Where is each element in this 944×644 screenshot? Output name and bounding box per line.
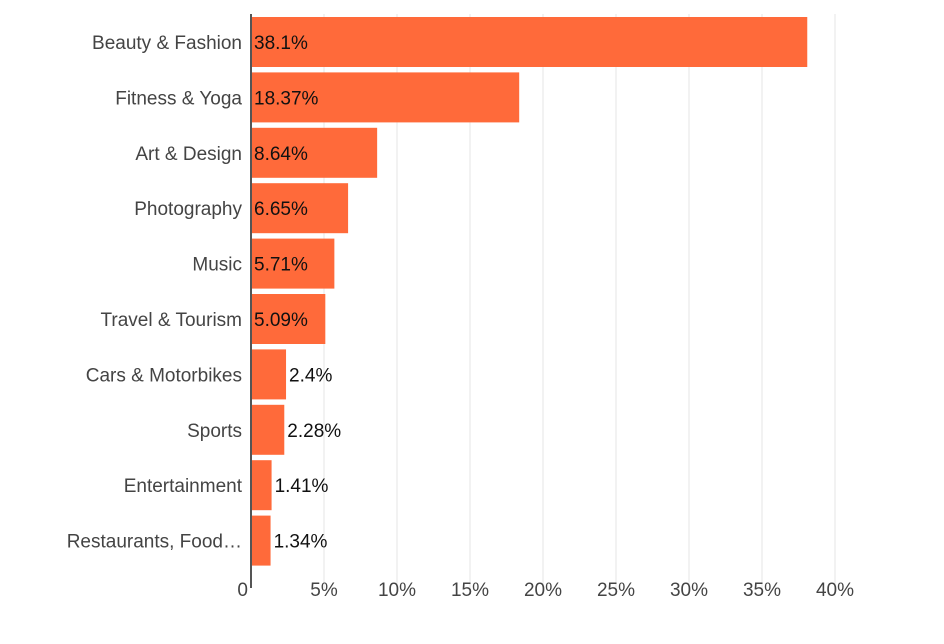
x-tick-label: 20% (524, 580, 562, 601)
category-label: Music (192, 255, 242, 276)
data-label: 8.64% (254, 144, 308, 165)
x-tick-label: 10% (378, 580, 416, 601)
data-label: 38.1% (254, 33, 308, 54)
category-label: Photography (134, 199, 242, 220)
data-label: 2.4% (289, 365, 332, 386)
x-tick-label: 35% (743, 580, 781, 601)
data-label: 5.09% (254, 310, 308, 331)
bar (251, 238, 335, 289)
x-tick-label: 25% (597, 580, 635, 601)
data-label: 18.37% (254, 88, 319, 109)
category-label: Entertainment (124, 476, 243, 497)
category-label: Travel & Tourism (101, 310, 242, 331)
bars (251, 17, 808, 566)
category-label: Beauty & Fashion (92, 33, 242, 54)
x-tick-label: 30% (670, 580, 708, 601)
category-label: Sports (187, 421, 242, 442)
bar (251, 72, 520, 123)
bar (251, 294, 326, 344)
data-label: 2.28% (287, 421, 341, 442)
x-tick-label: 40% (816, 580, 854, 601)
x-tick-label: 5% (310, 580, 338, 601)
data-label: 1.41% (275, 476, 329, 497)
data-label: 5.71% (254, 255, 308, 276)
bar (251, 460, 272, 511)
category-label: Art & Design (135, 144, 242, 165)
data-label: 1.34% (274, 532, 328, 553)
category-label: Restaurants, Food… (67, 532, 242, 553)
data-labels: 38.1% 18.37% 8.64% 6.65% 5.71% 5.09% 2.4% 2.28%… (254, 33, 341, 553)
bar (251, 17, 808, 67)
category-label: Cars & Motorbikes (86, 365, 242, 386)
bar (251, 515, 271, 566)
bar (251, 127, 378, 178)
bar (251, 404, 285, 455)
category-label: Fitness & Yoga (115, 88, 242, 109)
category-labels: Beauty & Fashion Fitness & Yoga Art & Desi… (67, 33, 243, 553)
bar (251, 349, 287, 400)
x-tick-labels: 0 5% 10% 15% 20% 25% 30% 35% 40% (237, 580, 854, 601)
bar (251, 183, 349, 234)
x-tick-label: 0 (237, 580, 248, 601)
x-tick-label: 15% (451, 580, 489, 601)
data-label: 6.65% (254, 199, 308, 220)
